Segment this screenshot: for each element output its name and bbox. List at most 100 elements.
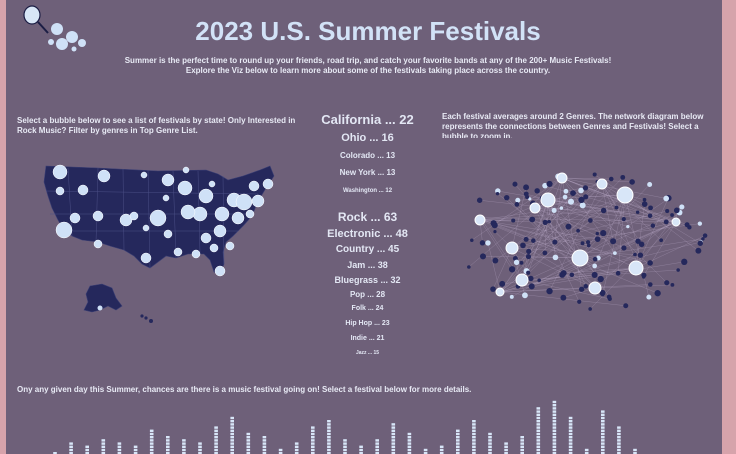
festival-node[interactable] [528,275,534,282]
festival-node[interactable] [676,268,680,272]
festival-day-block[interactable] [552,413,557,416]
state-bubble[interactable] [140,252,152,264]
festival-day-block[interactable] [536,410,541,413]
festival-day-block[interactable] [601,423,605,426]
festival-day-block[interactable] [439,452,444,454]
festival-day-block[interactable] [149,429,154,432]
festival-day-block[interactable] [182,439,186,442]
festival-day-block[interactable] [117,452,122,454]
state-item-california[interactable]: California ... 22 [321,112,414,127]
festival-day-block[interactable] [327,442,331,445]
state-bubble[interactable] [262,178,274,190]
festival-day-block[interactable] [149,436,154,439]
state-bubble[interactable] [192,206,208,222]
festival-day-block[interactable] [407,445,412,448]
festival-node[interactable] [579,202,586,209]
festival-node[interactable] [648,205,653,211]
festival-day-block[interactable] [85,452,89,454]
festival-day-block[interactable] [617,452,621,454]
state-bubble[interactable] [208,180,216,188]
state-bubble[interactable] [92,210,104,222]
festival-node[interactable] [670,213,674,217]
festival-day-block[interactable] [359,452,363,454]
festival-day-block[interactable] [617,436,621,439]
festival-node[interactable] [485,240,491,246]
festival-day-block[interactable] [456,432,460,436]
festival-node[interactable] [585,240,591,245]
festival-node[interactable] [615,270,621,276]
genre-node[interactable] [540,192,556,208]
festival-day-block[interactable] [327,445,331,448]
festival-node[interactable] [638,241,645,248]
festival-day-block[interactable] [568,436,573,439]
festival-day-block[interactable] [568,445,573,448]
festival-day-block[interactable] [230,445,234,448]
state-item-washington[interactable]: Washington ... 12 [342,188,393,194]
festival-day-block[interactable] [391,436,396,439]
state-item-colorado[interactable]: Colorado ... 13 [339,151,396,160]
festival-day-block[interactable] [456,429,460,432]
festival-day-block[interactable] [214,445,218,448]
festival-day-block[interactable] [133,445,138,448]
state-item-ohio[interactable]: Ohio ... 16 [341,132,394,144]
festival-day-block[interactable] [504,448,508,452]
festival-node[interactable] [613,251,617,255]
festival-day-block[interactable] [601,429,605,432]
festival-node[interactable] [542,250,548,256]
state-bubble[interactable] [173,247,183,257]
festival-day-block[interactable] [246,442,251,445]
festival-node[interactable] [608,176,614,182]
festival-day-block[interactable] [343,448,347,452]
top-states-list[interactable]: California ... 22 Ohio ... 16 Colorado .… [305,112,430,195]
festival-day-block[interactable] [407,442,412,445]
festival-day-block[interactable] [375,452,379,454]
festival-day-block[interactable] [166,445,170,448]
festival-node[interactable] [570,190,576,197]
us-festival-map[interactable] [38,156,278,326]
state-bubble[interactable] [161,173,175,187]
festival-node[interactable] [626,224,630,229]
festival-node[interactable] [665,208,670,214]
festival-node[interactable] [523,184,530,191]
festival-day-block[interactable] [133,448,138,452]
genre-node[interactable] [571,249,589,267]
festival-day-block[interactable] [584,448,589,452]
genre-node[interactable] [515,273,529,287]
festival-day-block[interactable] [601,436,605,439]
festival-node[interactable] [623,303,629,309]
festival-day-block[interactable] [456,448,460,452]
festival-node[interactable] [633,252,637,257]
festival-day-block[interactable] [166,452,170,454]
festival-day-block[interactable] [246,439,251,442]
festival-day-block[interactable] [472,442,476,445]
festival-node[interactable] [647,213,653,218]
genre-node[interactable] [529,202,541,214]
festival-node[interactable] [586,243,591,248]
festival-node[interactable] [592,172,597,177]
festival-day-block[interactable] [149,452,154,454]
state-bubbles[interactable] [52,164,274,311]
festival-day-block[interactable] [391,432,396,436]
festival-day-block[interactable] [198,442,202,445]
festival-node[interactable] [526,270,531,275]
genre-item-hip-hop[interactable]: Hip Hop ... 23 [345,320,390,327]
genre-item-indie[interactable]: Indie ... 21 [350,335,385,342]
festival-day-block[interactable] [552,407,557,410]
festival-day-block[interactable] [117,445,122,448]
festival-day-block[interactable] [552,442,557,445]
festival-node[interactable] [663,219,669,225]
state-bubble[interactable] [140,171,148,179]
festival-day-block[interactable] [230,429,234,432]
festival-day-block[interactable] [407,436,412,439]
state-bubble[interactable] [251,194,265,208]
state-bubble[interactable] [209,243,219,253]
festival-node[interactable] [600,207,607,214]
festival-day-block[interactable] [488,448,492,452]
festival-day-block[interactable] [472,436,476,439]
festival-node[interactable] [542,182,548,189]
genre-node[interactable] [596,178,608,190]
festival-day-block[interactable] [182,448,186,452]
festival-node[interactable] [534,188,540,194]
festival-day-block[interactable] [262,445,267,448]
festival-node[interactable] [551,207,557,213]
